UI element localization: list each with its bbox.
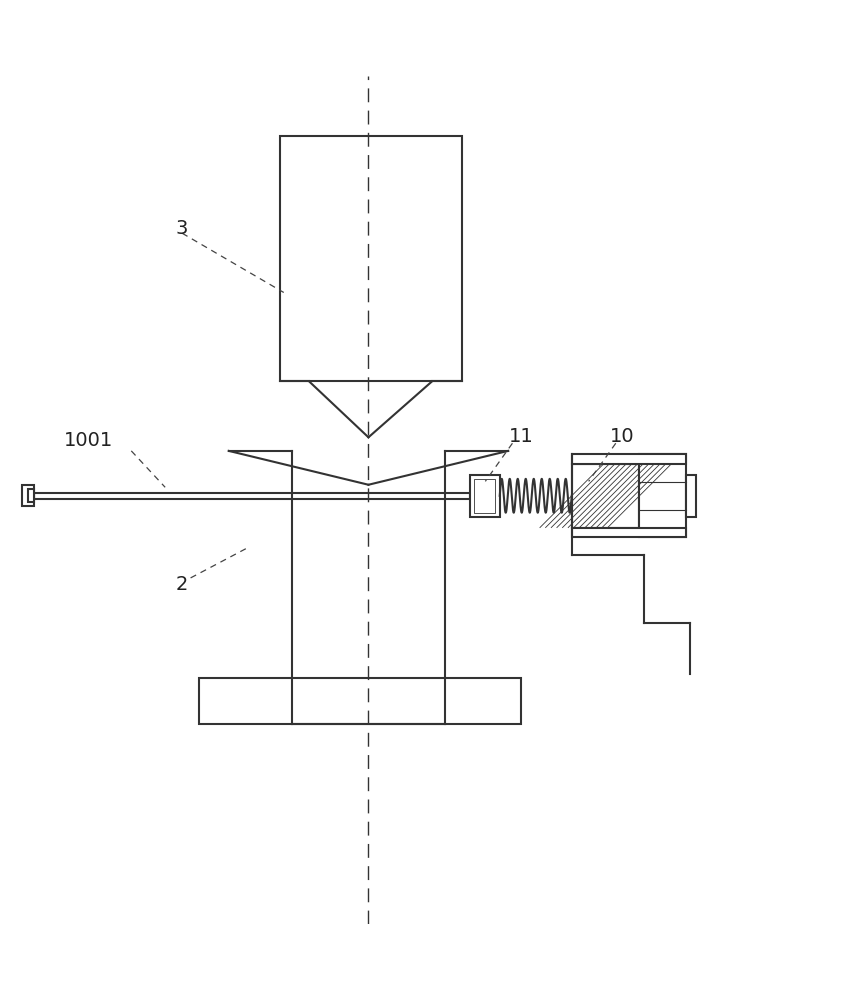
Bar [470,475,500,517]
Bar [572,464,639,528]
Bar [280,136,462,381]
Bar [34,493,470,499]
Bar [572,454,686,464]
Text: 3: 3 [176,219,188,238]
Text: 1001: 1001 [64,431,113,450]
Bar [474,479,495,513]
Bar [28,489,34,502]
Bar [686,475,696,517]
Text: 10: 10 [610,427,635,446]
Bar [22,485,34,506]
Bar [199,678,521,724]
Text: 11: 11 [508,427,534,446]
Bar [572,528,686,537]
Bar [639,454,686,537]
Text: 2: 2 [176,575,188,594]
